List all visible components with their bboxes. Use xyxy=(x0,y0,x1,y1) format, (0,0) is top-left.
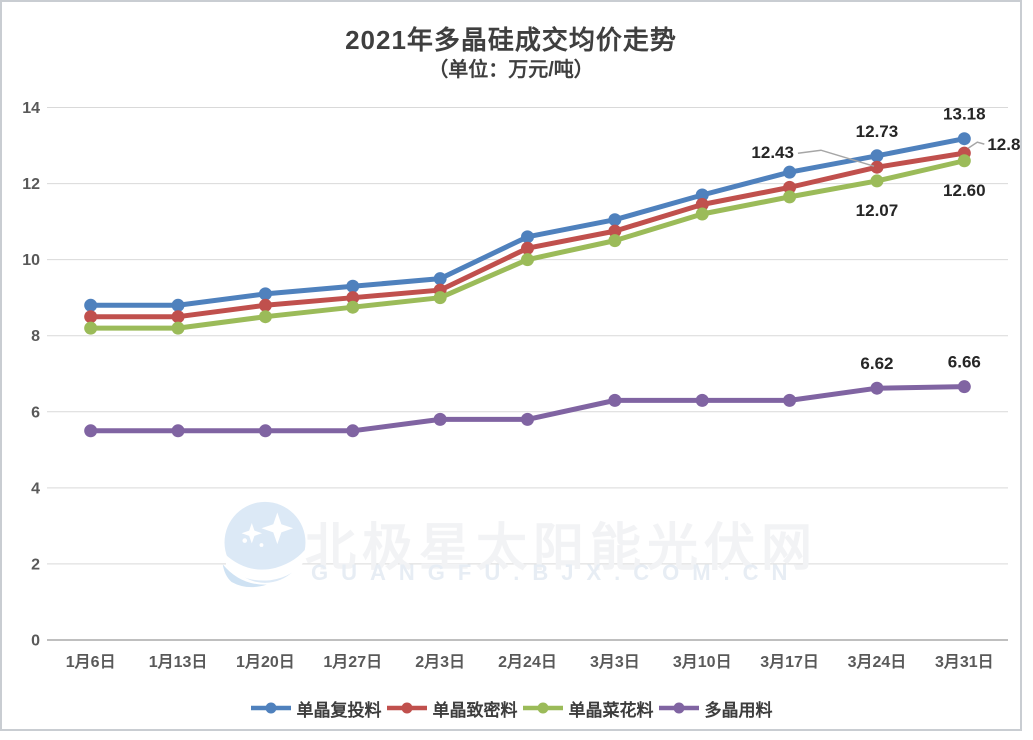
series-marker-mono-recharge xyxy=(870,149,884,163)
series-marker-mono-recharge xyxy=(171,298,185,312)
y-tick-label: 0 xyxy=(31,633,40,650)
x-tick-label: 1月20日 xyxy=(236,653,295,671)
series-marker-mono-dense xyxy=(171,310,185,324)
legend-marker-icon xyxy=(386,702,427,714)
series-marker-mono-dense xyxy=(521,241,534,255)
legend-item-mono-dense: 单晶致密料 xyxy=(386,696,518,721)
series-marker-mono-cauliflower xyxy=(695,207,709,221)
series-marker-mono-cauliflower xyxy=(258,310,272,324)
data-label: 12.07 xyxy=(856,201,899,220)
x-tick-label: 3月24日 xyxy=(848,653,907,671)
y-tick-label: 14 xyxy=(22,100,40,117)
series-marker-mono-recharge xyxy=(783,165,797,179)
series-marker-mono-dense xyxy=(346,291,360,305)
series-marker-poly xyxy=(258,424,272,438)
chart-title: 2021年多晶硅成交均价走势 xyxy=(345,25,677,55)
y-tick-label: 10 xyxy=(22,252,40,269)
series-line-mono-recharge xyxy=(88,136,967,308)
series-marker-poly xyxy=(84,424,98,438)
legend-label: 单晶致密料 xyxy=(432,700,518,720)
series-marker-mono-cauliflower xyxy=(84,321,98,335)
y-tick-label: 2 xyxy=(31,556,40,573)
x-tick-label: 2月3日 xyxy=(415,653,465,671)
leader-line xyxy=(967,141,985,149)
series-marker-poly xyxy=(695,393,709,407)
legend-marker-icon xyxy=(658,702,699,714)
series-marker-mono-recharge xyxy=(433,272,447,286)
series-marker-mono-dense xyxy=(783,180,797,194)
leader-line xyxy=(797,149,875,167)
series-marker-mono-cauliflower xyxy=(171,321,185,335)
data-label: 12.8 xyxy=(987,135,1020,154)
data-label: 12.73 xyxy=(856,122,899,141)
chart-frame xyxy=(0,0,1022,731)
series-marker-poly xyxy=(783,393,797,407)
series-marker-poly xyxy=(433,412,447,426)
series-marker-mono-dense xyxy=(870,160,884,174)
legend-label: 多晶用料 xyxy=(704,700,773,720)
x-tick-label: 1月13日 xyxy=(149,653,208,671)
series-marker-poly xyxy=(870,381,884,395)
legend-item-poly: 多晶用料 xyxy=(658,696,773,721)
series-marker-poly xyxy=(346,424,360,438)
data-label: 6.62 xyxy=(860,354,893,373)
data-label: 12.60 xyxy=(943,181,986,200)
series-marker-mono-cauliflower xyxy=(521,253,534,267)
series-marker-mono-recharge xyxy=(346,279,360,293)
series-marker-poly xyxy=(171,424,185,438)
x-tick-label: 1月6日 xyxy=(66,653,116,671)
series-marker-mono-recharge xyxy=(521,230,534,244)
series-marker-mono-dense xyxy=(258,298,272,312)
data-label: 12.43 xyxy=(751,143,794,162)
legend-label: 单晶菜花料 xyxy=(568,700,654,720)
series-marker-mono-dense xyxy=(608,224,622,238)
x-tick-label: 1月27日 xyxy=(323,653,382,671)
series-marker-mono-recharge xyxy=(957,132,971,146)
series-marker-poly xyxy=(521,412,534,426)
data-label: 6.66 xyxy=(948,353,981,372)
x-tick-label: 3月3日 xyxy=(590,653,640,671)
x-tick-label: 3月17日 xyxy=(760,653,819,671)
y-tick-label: 8 xyxy=(31,328,40,345)
legend-marker-icon xyxy=(250,702,291,714)
legend: 单晶复投料 单晶致密料 单晶菜花料 多晶用料 xyxy=(0,691,1022,725)
legend-item-mono-cauliflower: 单晶菜花料 xyxy=(522,696,654,721)
series-marker-mono-cauliflower xyxy=(433,291,447,305)
series-marker-mono-cauliflower xyxy=(957,154,971,168)
series-marker-mono-dense xyxy=(695,197,709,211)
legend-label: 单晶复投料 xyxy=(296,700,382,720)
series-marker-mono-recharge xyxy=(695,188,709,202)
x-tick-label: 3月10日 xyxy=(673,653,732,671)
series-marker-poly xyxy=(608,393,622,407)
y-tick-label: 12 xyxy=(22,176,40,193)
y-tick-label: 6 xyxy=(31,404,40,421)
chart-subtitle: （单位：万元/吨） xyxy=(428,59,594,81)
x-tick-label: 2月24日 xyxy=(498,653,557,671)
series-marker-mono-cauliflower xyxy=(783,190,797,204)
x-tick-label: 3月31日 xyxy=(935,653,994,671)
series-marker-mono-cauliflower xyxy=(870,174,884,188)
data-label: 13.18 xyxy=(943,105,986,124)
series-marker-mono-recharge xyxy=(608,213,622,227)
series-marker-mono-cauliflower xyxy=(346,300,360,314)
series-marker-mono-recharge xyxy=(258,287,272,301)
y-tick-label: 4 xyxy=(31,480,40,497)
series-marker-mono-recharge xyxy=(84,298,98,312)
series-marker-mono-cauliflower xyxy=(608,234,622,248)
series-marker-mono-dense xyxy=(84,310,98,324)
legend-marker-icon xyxy=(522,702,563,714)
legend-item-mono-recharge: 单晶复投料 xyxy=(250,696,382,721)
series-marker-poly xyxy=(957,380,971,394)
